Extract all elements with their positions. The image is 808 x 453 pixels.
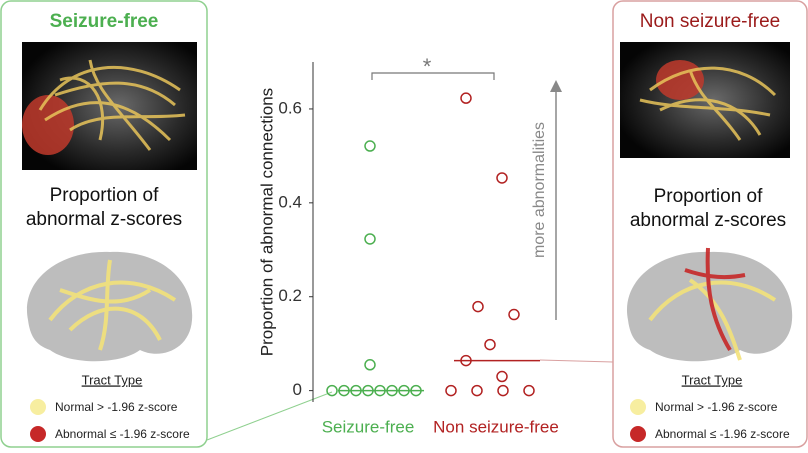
data-point <box>365 360 375 370</box>
data-point <box>498 386 508 396</box>
data-point <box>461 93 471 103</box>
y-tick-label: 0.6 <box>278 98 302 117</box>
data-point <box>497 372 507 382</box>
brain-image <box>627 248 792 361</box>
legend-label: Normal > -1.96 z-score <box>655 400 778 414</box>
legend-label: Normal > -1.96 z-score <box>55 400 178 414</box>
arrowhead <box>550 80 562 92</box>
panel-caption: Proportion of <box>50 185 160 206</box>
data-point <box>327 386 337 396</box>
legend-swatch <box>30 399 46 415</box>
panel-caption: abnormal z-scores <box>26 209 182 230</box>
data-point <box>524 386 534 396</box>
legend-label: Abnormal ≤ -1.96 z-score <box>655 427 790 441</box>
significance-label: * <box>423 54 432 79</box>
y-tick-label: 0.4 <box>278 192 302 211</box>
significance-bracket <box>372 73 494 80</box>
connector <box>540 360 613 362</box>
data-point <box>509 310 519 320</box>
legend-swatch <box>630 399 646 415</box>
x-tick-label: Seizure-free <box>322 417 415 436</box>
data-point <box>472 386 482 396</box>
y-tick-label: 0 <box>293 380 302 399</box>
arrow-label: more abnormalities <box>531 122 548 258</box>
legend-swatch <box>630 426 646 442</box>
legend-title: Tract Type <box>682 372 743 387</box>
figure: Seizure-free Proportion of abnormal z-sc… <box>0 0 808 448</box>
panel-caption: abnormal z-scores <box>630 210 786 231</box>
tractography-image <box>620 42 790 158</box>
panel-title: Seizure-free <box>50 11 159 32</box>
legend-swatch <box>30 426 46 442</box>
data-point <box>365 234 375 244</box>
legend-label: Abnormal ≤ -1.96 z-score <box>55 427 190 441</box>
brain-image <box>27 252 192 361</box>
data-point <box>365 141 375 151</box>
panel-caption: Proportion of <box>654 186 764 207</box>
x-tick-label: Non seizure-free <box>433 417 559 436</box>
tractography-image <box>22 42 197 170</box>
data-point <box>446 386 456 396</box>
y-axis-label: Proportion of abnormal connections <box>257 88 276 356</box>
data-point <box>473 302 483 312</box>
legend-title: Tract Type <box>82 372 143 387</box>
panel-title: Non seizure-free <box>640 11 780 32</box>
data-point <box>485 340 495 350</box>
data-point <box>497 173 507 183</box>
y-tick-label: 0.2 <box>278 286 302 305</box>
